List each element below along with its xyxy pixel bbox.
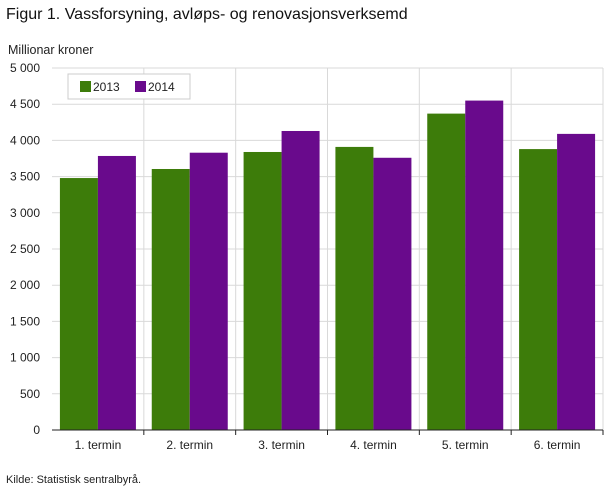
bar-2013-4 [335, 146, 374, 430]
x-tick-label: 6. termin [534, 438, 581, 452]
x-tick-label: 3. termin [258, 438, 305, 452]
x-tick-label: 5. termin [442, 438, 489, 452]
bar-2014-3 [281, 130, 320, 430]
y-tick-label: 1 500 [10, 314, 40, 328]
bar-2014-2 [189, 152, 228, 430]
legend-label-2013: 2013 [93, 80, 120, 94]
bar-2013-3 [243, 151, 282, 430]
x-tick-label: 2. termin [166, 438, 213, 452]
y-tick-label: 4 500 [10, 97, 40, 111]
bar-2013-1 [59, 178, 98, 430]
legend: 2013 2014 [67, 73, 191, 100]
x-tick-label: 1. termin [75, 438, 122, 452]
y-tick-label: 2 000 [10, 278, 40, 292]
chart-title: Figur 1. Vassforsyning, avløps- og renov… [6, 6, 408, 23]
bar-2014-6 [557, 133, 596, 430]
legend-swatch-2014 [135, 81, 146, 92]
y-tick-label: 1 000 [10, 351, 40, 365]
x-tick-label: 4. termin [350, 438, 397, 452]
bar-2014-5 [465, 100, 504, 430]
legend-label-2014: 2014 [148, 80, 175, 94]
y-tick-label: 0 [33, 423, 40, 437]
y-tick-label: 5 000 [10, 61, 40, 75]
bar-2013-5 [427, 113, 466, 430]
source-note: Kilde: Statistisk sentralbyrå. [6, 474, 142, 486]
axes: 0 500 1 000 1 500 2 000 2 500 3 000 3 500 4 000 4… [10, 61, 604, 452]
grid-lines [52, 67, 604, 430]
bars [59, 100, 596, 431]
y-tick-label: 4 000 [10, 133, 40, 147]
y-tick-label: 500 [20, 387, 40, 401]
y-axis-unit-label: Millionar kroner [8, 43, 94, 57]
bar-2013-2 [151, 168, 190, 431]
y-tick-label: 2 500 [10, 242, 40, 256]
bar-2014-4 [373, 157, 412, 430]
y-tick-label: 3 000 [10, 206, 40, 220]
legend-swatch-2013 [80, 81, 91, 92]
y-tick-label: 3 500 [10, 170, 40, 184]
bar-2014-1 [97, 155, 136, 430]
bar-2013-6 [519, 149, 558, 430]
